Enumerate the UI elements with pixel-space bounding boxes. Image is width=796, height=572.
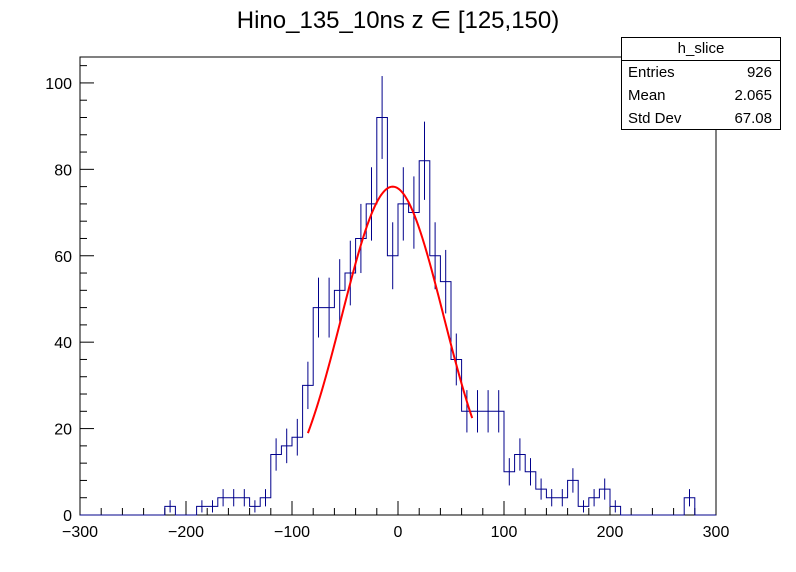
stats-value: 2.065 [734, 87, 772, 104]
plot-area: −300 −200 −100 0 100 200 300 0 20 40 60 80 100 [45, 56, 730, 541]
stats-value: 67.08 [734, 110, 772, 127]
chart-title: Hino_135_10ns z ∈ [125,150) [236, 7, 560, 34]
stats-row-mean: Mean 2.065 [622, 84, 780, 107]
y-tick-label: 80 [54, 162, 72, 179]
y-tick-label: 100 [45, 76, 72, 93]
stats-row-stddev: Std Dev 67.08 [622, 107, 780, 130]
histogram-line [80, 116, 716, 516]
gaussian-fit-curve [306, 185, 474, 434]
y-tick-label: 20 [54, 422, 72, 439]
x-tick-label: 100 [491, 524, 518, 541]
stats-value: 926 [746, 64, 772, 81]
stats-box: h_slice Entries 926 Mean 2.065 Std Dev 6… [621, 37, 781, 130]
x-tick-label: 300 [703, 524, 730, 541]
stats-row-entries: Entries 926 [622, 61, 780, 84]
y-tick-label: 40 [54, 335, 72, 352]
x-tick-label: 0 [394, 524, 403, 541]
x-tick-label: −100 [274, 524, 310, 541]
stats-label: Std Dev [628, 110, 682, 127]
x-tick-label: 200 [597, 524, 624, 541]
y-tick-label: 60 [54, 249, 72, 266]
stats-label: Entries [628, 64, 675, 81]
stats-label: Mean [628, 87, 666, 104]
x-tick-label: −300 [62, 524, 98, 541]
stats-box-name: h_slice [622, 38, 780, 61]
x-tick-label: −200 [168, 524, 204, 541]
y-tick-label: 0 [63, 508, 72, 525]
